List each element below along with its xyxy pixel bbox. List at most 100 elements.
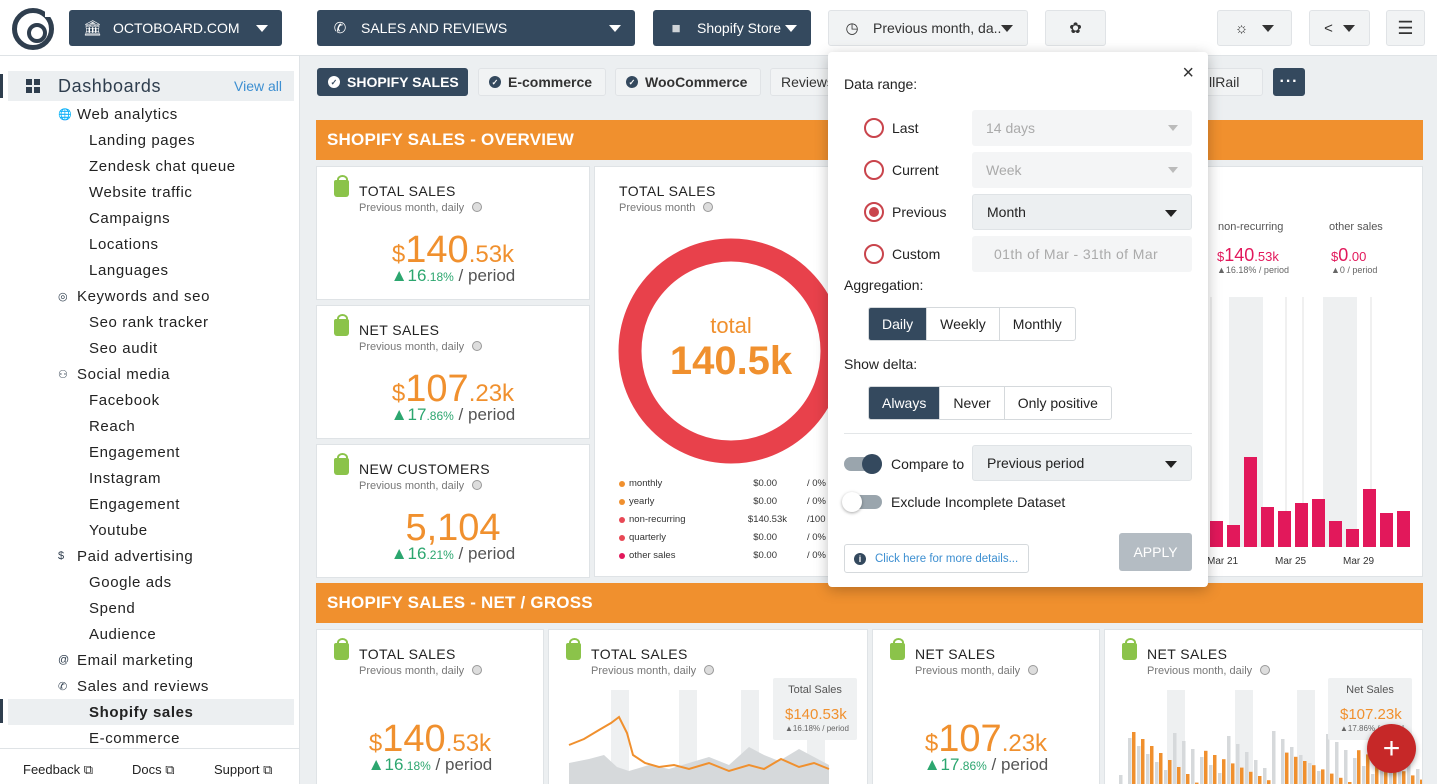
range-select-previous[interactable]: Month bbox=[972, 194, 1192, 230]
hamburger-icon: ☰ bbox=[1397, 17, 1414, 38]
delta-never-button[interactable]: Never bbox=[939, 387, 1003, 419]
metric-card[interactable]: NEW CUSTOMERS Previous month, daily 5,10… bbox=[316, 444, 590, 578]
chevron-down-icon bbox=[609, 24, 621, 32]
chart-legend-box: Net Sales $107.23k ▲17.86% / period bbox=[1328, 678, 1412, 740]
period-dropdown[interactable]: ◷ Previous month, da... bbox=[828, 10, 1028, 46]
octoboard-logo[interactable] bbox=[12, 7, 55, 50]
metric-delta: ▲17.86% / period bbox=[390, 405, 516, 424]
sidebar-item-audience[interactable]: Audience bbox=[89, 625, 157, 643]
source-dropdown[interactable]: ■ Shopify Store bbox=[653, 10, 811, 46]
legend-value: $107.23k bbox=[1340, 706, 1402, 723]
aggregation-weekly-button[interactable]: Weekly bbox=[926, 308, 999, 340]
legend-item: non-recurring bbox=[619, 514, 686, 525]
board-dropdown[interactable]: ✆ SALES AND REVIEWS bbox=[317, 10, 635, 46]
radio-current[interactable] bbox=[864, 160, 884, 180]
bar-chart-card[interactable]: non-recurring $140.53k ▲16.18% / period … bbox=[1190, 166, 1423, 577]
delta-only-positive-button[interactable]: Only positive bbox=[1003, 387, 1111, 419]
bar-gross bbox=[1155, 762, 1159, 784]
range-select-current[interactable]: Week bbox=[972, 152, 1192, 188]
sidebar-item-reach[interactable]: Reach bbox=[89, 417, 136, 435]
sidebar-item-engagement[interactable]: Engagement bbox=[89, 495, 181, 513]
compare-toggle[interactable] bbox=[844, 454, 882, 474]
sidebar-item-social-media[interactable]: ⚇ Social media bbox=[58, 365, 171, 383]
plus-icon: + bbox=[1382, 731, 1401, 765]
delta-always-button[interactable]: Always bbox=[869, 387, 940, 419]
sidebar-item-e-commerce[interactable]: E-commerce bbox=[89, 729, 181, 747]
aggregation-monthly-button[interactable]: Monthly bbox=[998, 308, 1075, 340]
legend-item: monthly bbox=[618, 478, 663, 489]
dashboard-icon bbox=[26, 79, 40, 93]
dashboards-header[interactable]: Dashboards View all bbox=[8, 71, 294, 101]
org-dropdown[interactable]: 🏛 OCTOBOARD.COM bbox=[69, 10, 282, 46]
sidebar-item-landing-pages[interactable]: Landing pages bbox=[89, 131, 196, 149]
sidebar-item-keywords-and-seo[interactable]: ◎ Keywords and seo bbox=[58, 287, 211, 305]
sidebar-item-facebook[interactable]: Facebook bbox=[89, 391, 160, 409]
bar-net bbox=[1195, 782, 1199, 784]
apply-button[interactable]: APPLY bbox=[1119, 533, 1192, 571]
range-select-last[interactable]: 14 days bbox=[972, 110, 1192, 146]
at-icon: @ bbox=[58, 654, 70, 666]
bar-net bbox=[1321, 769, 1325, 784]
compare-label: Compare to bbox=[891, 456, 965, 472]
bar bbox=[1210, 521, 1223, 547]
radio-custom[interactable] bbox=[864, 244, 884, 264]
legend-value: $0.00 bbox=[753, 532, 777, 543]
menu-button[interactable]: ☰ bbox=[1386, 10, 1425, 46]
sidebar-item-engagement[interactable]: Engagement bbox=[89, 443, 181, 461]
metric-card[interactable]: NET SALES Previous month, daily $107.23k… bbox=[316, 305, 590, 439]
metric-card[interactable]: TOTAL SALES Previous month, daily $140.5… bbox=[316, 629, 544, 784]
sidebar-item-instagram[interactable]: Instagram bbox=[89, 469, 162, 487]
docs-link[interactable]: Docs ⧉ bbox=[132, 762, 175, 777]
tab-woocommerce[interactable]: ✓ WooCommerce bbox=[615, 68, 761, 96]
sidebar-item-youtube[interactable]: Youtube bbox=[89, 521, 148, 539]
radio-last[interactable] bbox=[864, 118, 884, 138]
card-title: NEW CUSTOMERS bbox=[359, 461, 490, 477]
view-all-link[interactable]: View all bbox=[234, 78, 282, 94]
share-button[interactable]: < bbox=[1309, 10, 1370, 46]
sidebar-item-web-analytics[interactable]: 🌐 Web analytics bbox=[58, 105, 178, 123]
donut-card[interactable]: TOTAL SALES Previous month total 140.5k … bbox=[594, 166, 844, 577]
bar-gross bbox=[1290, 747, 1294, 784]
range-select-custom[interactable]: 01th of Mar - 31th of Mar bbox=[972, 236, 1192, 272]
trend-card[interactable]: TOTAL SALES Previous month, daily Total … bbox=[548, 629, 868, 784]
tab-shopify-sales[interactable]: ✓ SHOPIFY SALES bbox=[317, 68, 468, 96]
bar bbox=[1261, 507, 1274, 547]
sidebar-item-google-ads[interactable]: Google ads bbox=[89, 573, 172, 591]
details-link[interactable]: i Click here for more details... bbox=[844, 544, 1029, 573]
bar-net bbox=[1375, 758, 1379, 784]
sidebar-item-zendesk-chat-queue[interactable]: Zendesk chat queue bbox=[89, 157, 236, 175]
sidebar-item-languages[interactable]: Languages bbox=[89, 261, 169, 279]
close-icon[interactable]: × bbox=[1182, 62, 1194, 84]
sidebar-item-spend[interactable]: Spend bbox=[89, 599, 136, 617]
metric-card[interactable]: NET SALES Previous month, daily $107.23k… bbox=[872, 629, 1100, 784]
radio-previous[interactable] bbox=[864, 202, 884, 222]
sidebar-item-paid-advertising[interactable]: $ Paid advertising bbox=[58, 547, 194, 565]
sidebar-item-locations[interactable]: Locations bbox=[89, 235, 159, 253]
sidebar-item-website-traffic[interactable]: Website traffic bbox=[89, 183, 193, 201]
bar-net bbox=[1384, 762, 1388, 784]
aggregation-daily-button[interactable]: Daily bbox=[869, 308, 927, 340]
chart-band bbox=[611, 690, 629, 784]
bank-icon: 🏛 bbox=[83, 20, 103, 37]
sidebar-item-sales-and-reviews[interactable]: ✆ Sales and reviews bbox=[58, 677, 209, 695]
compare-select[interactable]: Previous period bbox=[972, 445, 1192, 481]
support-link[interactable]: Support ⧉ bbox=[214, 762, 273, 777]
feedback-link[interactable]: Feedback ⧉ bbox=[23, 762, 93, 777]
theme-button[interactable]: ☼ bbox=[1217, 10, 1292, 46]
sidebar-item-email-marketing[interactable]: @ Email marketing bbox=[58, 651, 194, 669]
bar-gross bbox=[1119, 775, 1123, 784]
divider bbox=[844, 433, 1192, 434]
sidebar-item-seo-rank-tracker[interactable]: Seo rank tracker bbox=[89, 313, 209, 331]
sidebar-item-campaigns[interactable]: Campaigns bbox=[89, 209, 171, 227]
metric-card[interactable]: TOTAL SALES Previous month, daily $140.5… bbox=[316, 166, 590, 300]
add-widget-fab[interactable]: + bbox=[1367, 724, 1416, 773]
tab-e-commerce[interactable]: ✓ E-commerce bbox=[478, 68, 606, 96]
more-tabs-button[interactable]: ··· bbox=[1273, 68, 1305, 96]
sidebar-item-seo-audit[interactable]: Seo audit bbox=[89, 339, 158, 357]
legend-percent: / 0% bbox=[807, 496, 827, 507]
sidebar-item-shopify-sales[interactable]: Shopify sales bbox=[8, 699, 294, 725]
card-subtitle: Previous month, daily bbox=[359, 202, 482, 214]
bug-button[interactable]: ✿ bbox=[1045, 10, 1106, 46]
exclude-toggle[interactable] bbox=[842, 492, 882, 512]
chevron-down-icon bbox=[1342, 24, 1355, 32]
